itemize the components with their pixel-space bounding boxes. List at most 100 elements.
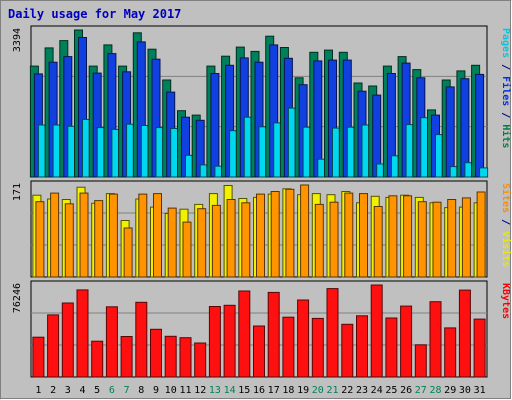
bar-kbytes-day-20: [311, 317, 324, 378]
bar-kbytes-day-24: [370, 284, 383, 378]
panel-bottom-bars: [32, 284, 486, 378]
bar-kbytes-day-4: [76, 289, 89, 378]
bar-kbytes-day-22: [341, 323, 354, 378]
legend-label: Visits: [500, 231, 512, 267]
bar-kbytes-day-13: [208, 306, 221, 378]
bar-sites-day-2: [50, 192, 60, 278]
bar-kbytes-day-18: [282, 316, 295, 378]
bar-kbytes-day-29: [444, 327, 457, 378]
bar-sites-day-18: [285, 188, 295, 278]
x-tick-label-day-19: 19: [297, 385, 309, 396]
bar-sites-day-26: [403, 195, 413, 278]
bar-kbytes-day-21: [326, 288, 339, 378]
panel-top-bars: [29, 29, 489, 178]
panel-top: 3394 Pages / Files / Hits: [12, 25, 512, 178]
bar-sites-day-17: [270, 191, 280, 278]
bar-kbytes-day-26: [400, 305, 413, 378]
chart-panels: 3394 Pages / Files / Hits 171 Sites / Visit…: [12, 25, 512, 378]
legend-label: KBytes: [500, 283, 511, 319]
bar-kbytes-day-23: [356, 315, 368, 378]
x-axis-tick-labels: 1 2 3 4 5 6 7 8 9 10 11 12 13 14 15 16 17 18 19 20 21 22 23 24 2…: [35, 385, 485, 396]
panel-bottom-max-label: 76246: [12, 283, 23, 313]
x-tick-label-day-12: 12: [194, 385, 206, 396]
x-tick-label-day-28: 28: [429, 385, 441, 396]
bar-kbytes-day-5: [91, 340, 104, 378]
bar-kbytes-day-2: [47, 314, 60, 378]
bar-kbytes-day-1: [32, 336, 45, 378]
bar-sites-day-5: [94, 200, 104, 278]
bar-kbytes-day-12: [194, 342, 207, 378]
bar-kbytes-day-25: [385, 317, 398, 378]
x-tick-label-day-30: 30: [459, 385, 471, 396]
bar-sites-day-12: [197, 208, 207, 278]
bar-sites-day-1: [35, 201, 45, 278]
bar-sites-day-3: [64, 203, 74, 278]
bar-sites-day-25: [388, 195, 398, 278]
panel-top-max-label: 3394: [12, 28, 23, 52]
legend-label: Sites: [500, 183, 512, 213]
x-tick-label-day-13: 13: [209, 385, 221, 396]
bar-kbytes-day-28: [429, 301, 442, 378]
x-tick-label-day-23: 23: [356, 385, 368, 396]
bar-sites-day-13: [211, 204, 221, 278]
bar-sites-day-10: [167, 207, 177, 278]
bar-sites-day-19: [300, 184, 310, 278]
legend-label: /: [500, 213, 511, 231]
bar-kbytes-day-6: [105, 306, 118, 378]
bar-kbytes-day-11: [179, 337, 192, 378]
legend-label: /: [500, 106, 511, 124]
bar-sites-day-23: [359, 193, 368, 278]
x-tick-label-day-24: 24: [371, 385, 383, 396]
panel-bottom-legend: KBytes: [500, 283, 511, 319]
bar-kbytes-day-16: [253, 325, 265, 378]
bar-sites-day-21: [329, 201, 339, 278]
bar-files-day-29: [445, 86, 455, 178]
bar-sites-day-7: [123, 227, 133, 278]
bar-kbytes-day-9: [150, 328, 162, 378]
bar-sites-day-6: [108, 193, 118, 278]
bar-files-day-13: [210, 73, 220, 178]
x-tick-label-day-21: 21: [326, 385, 338, 396]
bar-kbytes-day-30: [458, 289, 471, 378]
bar-kbytes-day-10: [164, 335, 177, 378]
x-tick-label-day-1: 1: [35, 385, 41, 396]
panel-middle-max-label: 171: [12, 183, 23, 201]
bar-sites-day-14: [226, 199, 236, 278]
x-tick-label-day-22: 22: [341, 385, 353, 396]
x-tick-label-day-26: 26: [400, 385, 412, 396]
bar-sites-day-30: [461, 197, 471, 278]
panel-top-legend: Pages / Files / Hits: [500, 28, 512, 148]
x-tick-label-day-11: 11: [179, 385, 191, 396]
bar-kbytes-day-8: [135, 301, 148, 378]
panel-bottom: 76246 KBytes: [12, 280, 511, 378]
chart-title: Daily usage for May 2017: [8, 7, 181, 21]
x-tick-label-day-17: 17: [268, 385, 280, 396]
legend-label: Hits: [500, 124, 512, 148]
bar-sites-day-31: [476, 191, 486, 278]
x-tick-label-day-27: 27: [415, 385, 427, 396]
bar-sites-day-16: [256, 193, 265, 278]
x-tick-label-day-8: 8: [138, 385, 144, 396]
x-tick-label-day-16: 16: [253, 385, 265, 396]
bar-kbytes-day-7: [120, 336, 133, 378]
bar-sites-day-22: [344, 192, 354, 278]
x-tick-label-day-7: 7: [124, 385, 130, 396]
x-tick-label-day-4: 4: [79, 385, 85, 396]
panel-middle-bars: [32, 184, 486, 278]
bar-pages-day-31: [479, 167, 489, 178]
x-tick-label-day-2: 2: [50, 385, 56, 396]
x-tick-label-day-18: 18: [282, 385, 294, 396]
x-tick-label-day-15: 15: [238, 385, 250, 396]
legend-label: /: [500, 58, 511, 76]
x-tick-label-day-14: 14: [224, 385, 236, 396]
bar-sites-day-28: [432, 201, 442, 278]
panel-middle: 171 Sites / Visits: [12, 180, 512, 278]
x-tick-label-day-25: 25: [385, 385, 397, 396]
bar-kbytes-day-31: [473, 318, 486, 378]
bar-sites-day-9: [153, 193, 162, 278]
legend-label: Files: [500, 76, 512, 106]
bar-kbytes-day-14: [223, 304, 236, 378]
bar-kbytes-day-3: [61, 302, 74, 378]
bar-files-day-31: [475, 73, 485, 178]
x-tick-label-day-3: 3: [65, 385, 71, 396]
